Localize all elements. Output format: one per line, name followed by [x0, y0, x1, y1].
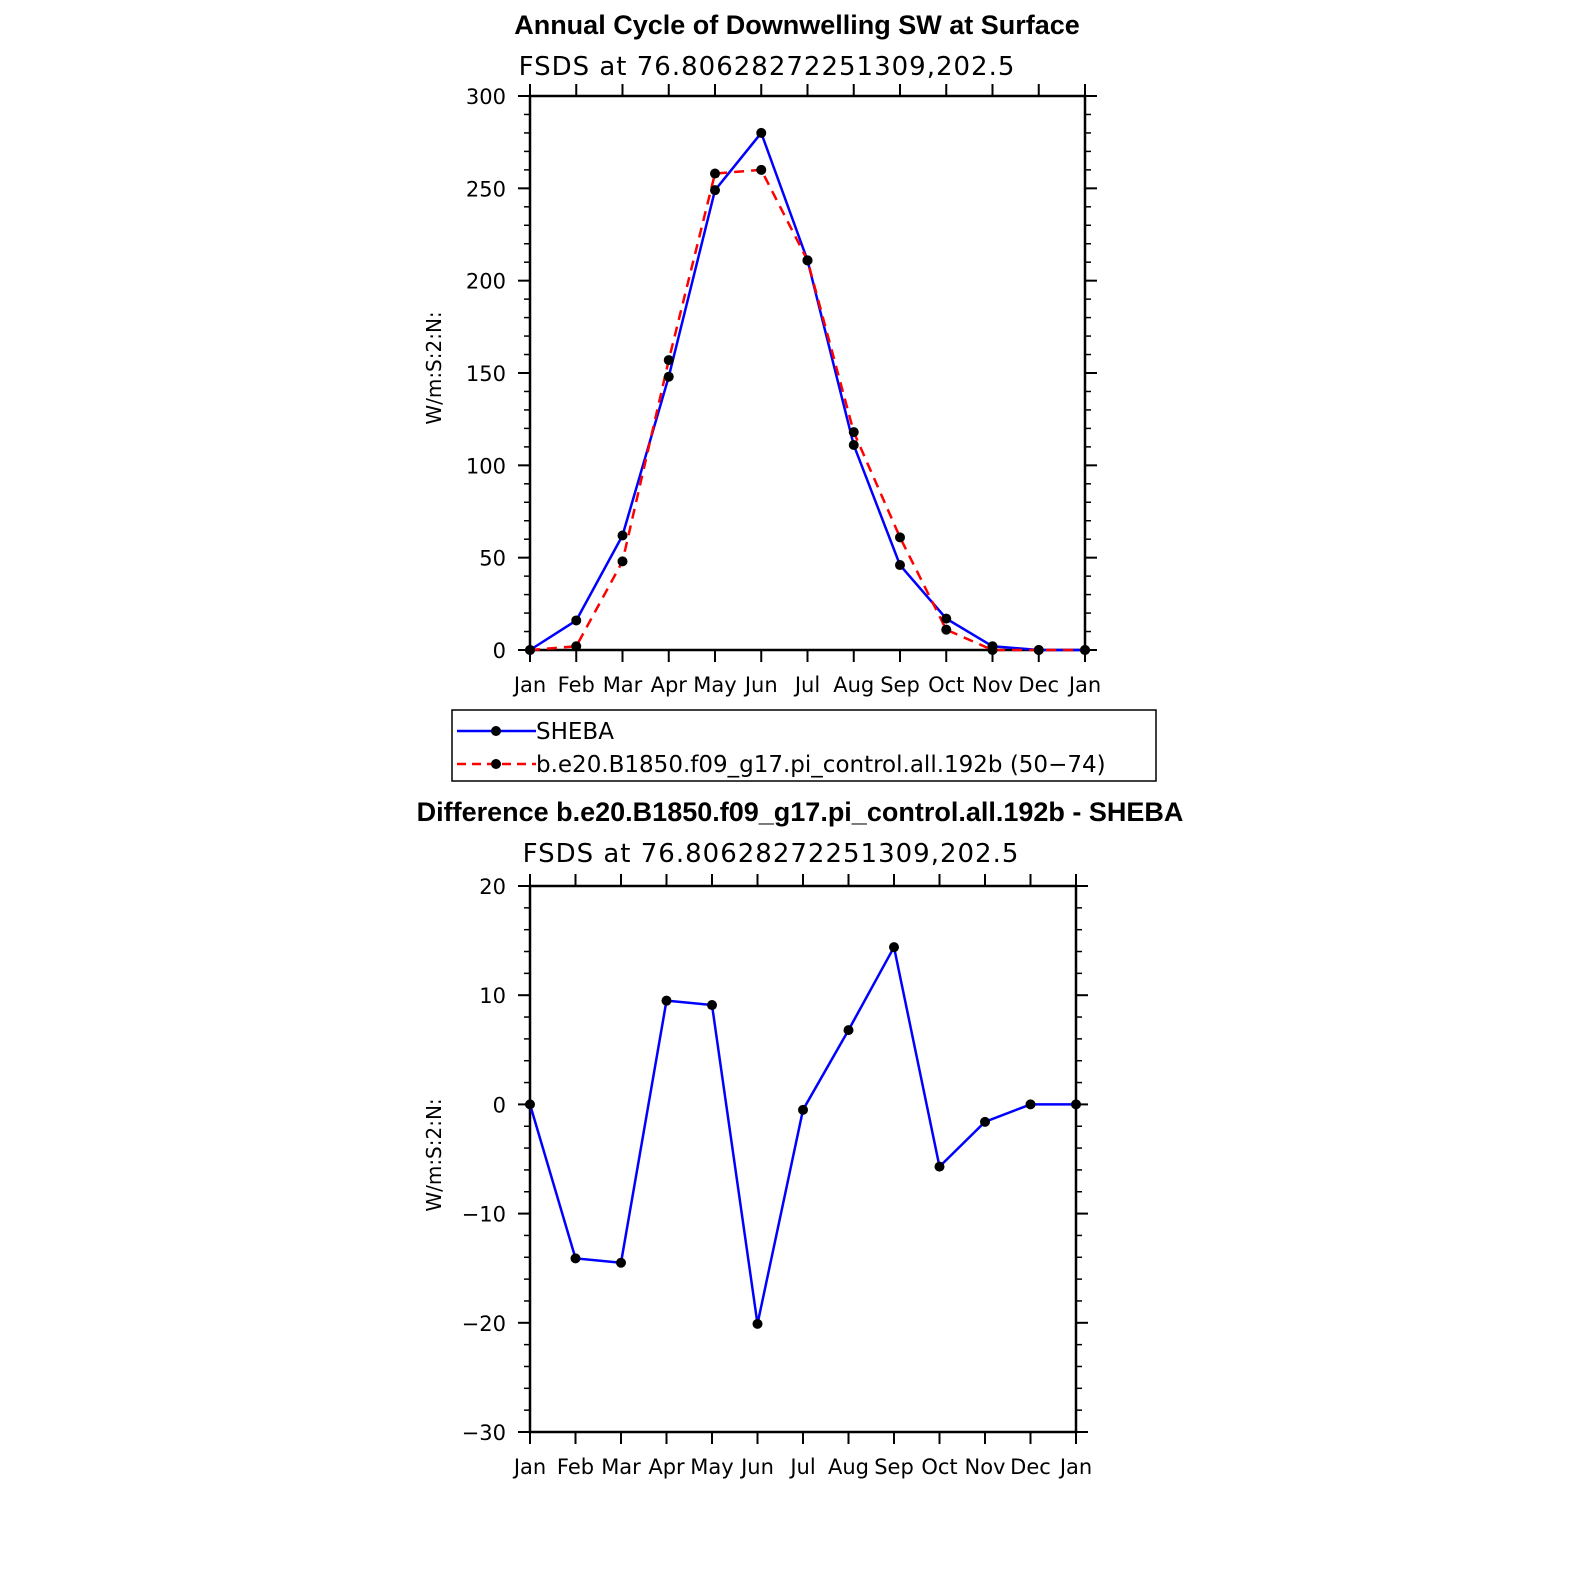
series-line-1: [529, 168, 1085, 652]
axes-frame: Jan Feb Mar Apr May Jun Jul Aug Sep Oct Nov Dec Jan0…: [466, 84, 1101, 697]
data-point-s0-0: [525, 1099, 535, 1110]
data-point-s1-11: [1033, 645, 1044, 655]
series-line-0: [529, 130, 1085, 652]
x-tick-label: Mar: [603, 673, 643, 697]
data-point-s0-6: [798, 1104, 808, 1115]
x-tick-label: Feb: [557, 1455, 594, 1479]
x-tick-label: Mar: [601, 1455, 641, 1479]
x-tick-label: Dec: [1018, 673, 1059, 697]
y-tick-label: −10: [462, 1203, 506, 1227]
chart-subtitle: FSDS at 76.80628272251309,202.5: [519, 52, 1016, 82]
chart-title: Annual Cycle of Downwelling SW at Surfac…: [514, 10, 1080, 40]
data-point-s1-10: [987, 645, 998, 655]
data-point-s0-5: [756, 127, 767, 138]
chart-subtitle: FSDS at 76.80628272251309,202.5: [523, 839, 1020, 869]
data-point-s0-7: [848, 440, 859, 451]
data-point-s0-10: [980, 1116, 990, 1127]
data-point-s0-8: [889, 942, 899, 953]
data-point-s1-12: [1080, 645, 1090, 655]
chart-title: Difference b.e20.B1850.f09_g17.pi_contro…: [417, 797, 1184, 827]
x-tick-label: Jan: [512, 1455, 546, 1479]
data-point-s0-11: [1025, 1099, 1036, 1110]
data-point-s0-12: [1071, 1099, 1081, 1110]
x-tick-label: Jun: [743, 673, 778, 697]
chart-difference: Difference b.e20.B1850.f09_g17.pi_contro…: [417, 797, 1184, 1479]
data-point-s1-7: [848, 427, 859, 438]
legend-marker-model: [491, 759, 501, 769]
y-tick-label: 0: [493, 639, 506, 663]
y-tick-label: −20: [462, 1312, 506, 1336]
data-point-s0-3: [663, 371, 674, 382]
x-tick-label: May: [690, 1455, 733, 1479]
y-axis-label: W/m:S:2:N:: [422, 1098, 446, 1211]
legend-entry-sheba: SHEBA: [536, 719, 614, 745]
x-tick-label: Oct: [921, 1455, 957, 1479]
y-tick-label: 20: [479, 875, 506, 899]
data-point-s1-8: [895, 532, 905, 543]
data-point-s0-1: [570, 1253, 581, 1264]
x-tick-label: Oct: [928, 673, 964, 697]
data-point-s1-4: [710, 168, 720, 179]
data-point-s0-9: [934, 1161, 945, 1172]
data-point-s0-2: [617, 530, 628, 541]
x-tick-label: Apr: [651, 673, 688, 697]
x-tick-label: Jan: [512, 673, 546, 697]
plot-frame: [528, 884, 1078, 1434]
x-tick-label: Jul: [788, 1455, 815, 1479]
data-point-s0-7: [843, 1025, 854, 1036]
x-tick-label: Nov: [965, 1455, 1006, 1479]
legend-marker-sheba: [491, 726, 501, 736]
data-point-s1-9: [941, 624, 952, 635]
y-tick-label: 50: [479, 547, 506, 571]
data-point-s1-0: [525, 645, 535, 655]
y-tick-label: 150: [466, 362, 506, 386]
plot-frame: [528, 94, 1087, 652]
x-tick-label: Aug: [828, 1455, 869, 1479]
axes-frame: Jan Feb Mar Apr May Jun Jul Aug Sep Oct Nov Dec Jan−…: [462, 874, 1092, 1479]
series-line-0: [528, 943, 1076, 1325]
x-tick-label: Jan: [1067, 673, 1101, 697]
x-tick-label: May: [693, 673, 736, 697]
data-point-s1-5: [756, 164, 767, 175]
data-point-s0-1: [571, 615, 582, 626]
data-point-s0-9: [941, 613, 952, 624]
x-tick-label: Jan: [1058, 1455, 1092, 1479]
data-marks: [525, 127, 1090, 655]
legend: SHEBA b.e20.B1850.f09_g17.pi_control.all…: [451, 709, 1157, 782]
x-tick-label: Feb: [558, 673, 595, 697]
data-point-s1-3: [663, 355, 674, 366]
data-point-s1-6: [802, 255, 813, 266]
x-tick-label: Nov: [972, 673, 1013, 697]
chart-annual-cycle: Annual Cycle of Downwelling SW at Surfac…: [422, 10, 1101, 697]
y-tick-label: 200: [466, 270, 506, 294]
x-tick-label: Apr: [648, 1455, 685, 1479]
x-tick-label: Dec: [1010, 1455, 1051, 1479]
y-tick-label: 300: [466, 85, 506, 109]
y-tick-label: 10: [479, 984, 506, 1008]
x-tick-label: Sep: [874, 1455, 914, 1479]
data-point-s0-3: [661, 995, 672, 1006]
data-point-s0-2: [616, 1257, 626, 1268]
legend-box: [451, 709, 1157, 782]
data-point-s0-5: [752, 1318, 763, 1329]
data-point-s0-4: [707, 1000, 717, 1011]
data-point-s0-4: [710, 185, 720, 196]
y-axis-label: W/m:S:2:N:: [422, 311, 446, 424]
x-tick-label: Jun: [739, 1455, 774, 1479]
x-tick-label: Jul: [793, 673, 820, 697]
y-tick-label: 250: [466, 177, 506, 201]
data-point-s0-8: [895, 560, 905, 571]
x-tick-label: Aug: [833, 673, 874, 697]
y-tick-label: 100: [466, 454, 506, 478]
y-tick-label: −30: [462, 1421, 506, 1445]
data-point-s1-2: [617, 556, 628, 567]
legend-entry-model: b.e20.B1850.f09_g17.pi_control.all.192b …: [536, 752, 1106, 778]
y-tick-label: 0: [493, 1093, 506, 1117]
data-marks: [525, 942, 1081, 1329]
x-tick-label: Sep: [880, 673, 920, 697]
data-point-s1-1: [571, 641, 582, 652]
